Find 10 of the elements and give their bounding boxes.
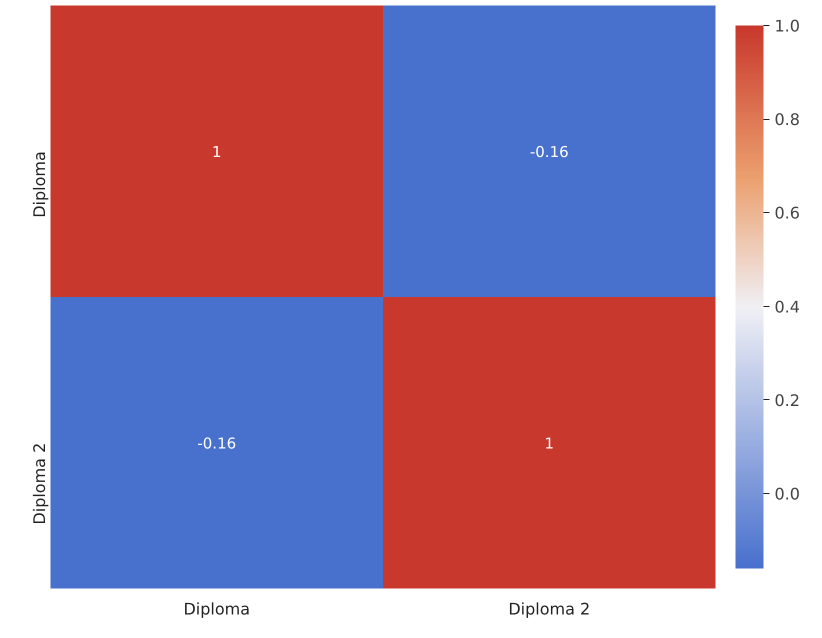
color-bar-label: 1.0 [774,16,800,36]
color-bar-label: 0.2 [774,390,800,410]
color-bar-label: 0.4 [774,297,800,316]
data-label: 1 [544,434,554,452]
data-label: -0.16 [197,434,236,452]
color-bar-label: 0.6 [774,204,800,223]
color-bar-label: 0.8 [774,110,800,130]
data-label: -0.16 [530,142,569,161]
color-bar-label: 0.0 [774,484,800,504]
data-label: 1 [212,142,222,161]
